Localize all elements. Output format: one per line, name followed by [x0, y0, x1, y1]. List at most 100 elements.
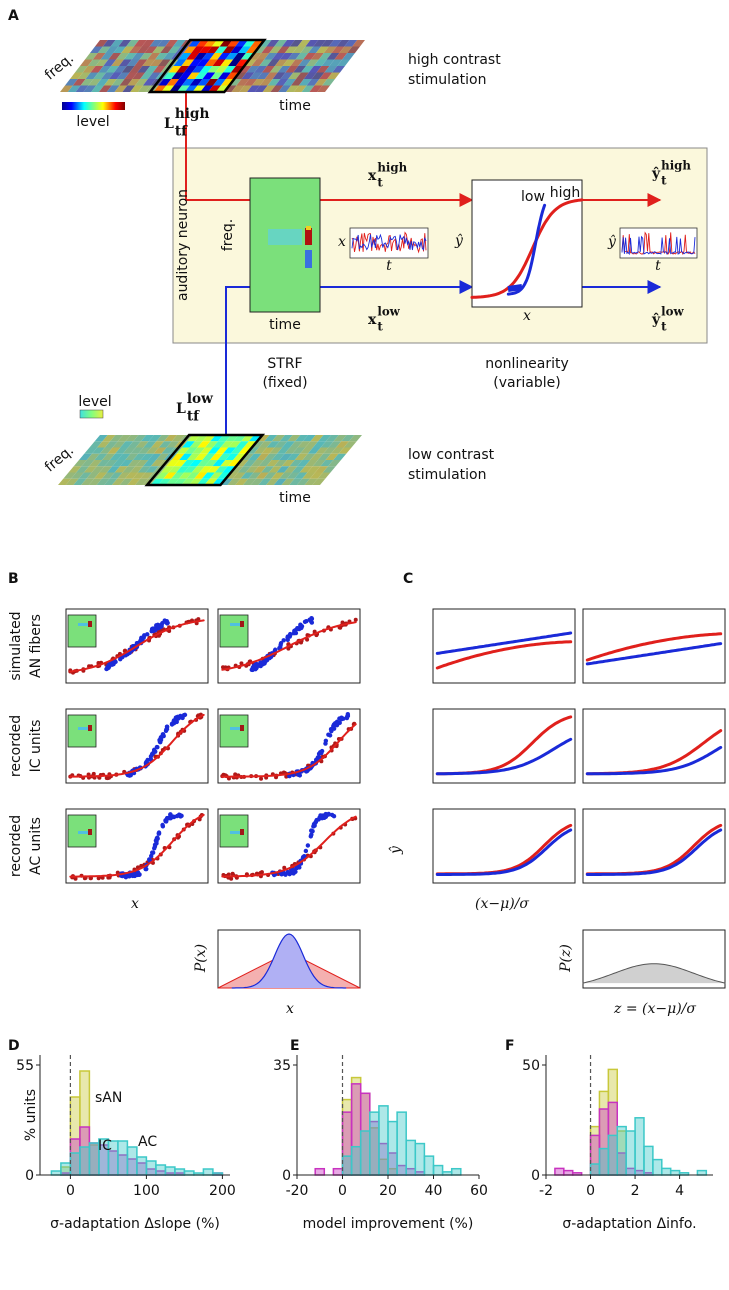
- math-base: L: [176, 401, 186, 417]
- dot: [135, 870, 141, 875]
- hist-bar: [314, 1167, 326, 1176]
- stimulus-cell: [225, 453, 239, 460]
- stimulus-cell: [220, 441, 234, 448]
- stimulus-cell: [121, 46, 134, 53]
- hist-bar: [50, 1170, 62, 1176]
- stimulus-cell: [176, 85, 190, 92]
- stimulus-cell: [243, 40, 256, 47]
- hist-bar: [405, 1139, 417, 1176]
- stimulus-cell: [184, 85, 198, 92]
- stimulus-cell: [94, 453, 108, 460]
- stimulus-cell: [218, 72, 231, 79]
- dot: [305, 843, 311, 848]
- stimulus-cell: [126, 40, 139, 47]
- stimulus-cell: [349, 435, 362, 442]
- stimulus-cell: [275, 79, 289, 86]
- stimulus-cell: [168, 466, 182, 473]
- stimulus-cell: [252, 79, 265, 86]
- stimulus-cell: [286, 85, 299, 92]
- label: high contrast: [408, 52, 501, 68]
- dot: [317, 750, 323, 755]
- label: C: [403, 571, 413, 587]
- dot: [145, 632, 150, 637]
- strf-blob: [306, 226, 311, 230]
- stimulus-cell: [269, 46, 283, 53]
- stimulus-cell: [282, 40, 295, 47]
- hist-bar: [414, 1142, 426, 1176]
- stimulus-cell: [134, 59, 148, 66]
- stimulus-cell: [201, 53, 215, 60]
- stimulus-cell: [313, 59, 327, 66]
- hist-bar: [625, 1130, 636, 1176]
- stimulus-cell: [264, 53, 278, 60]
- stimulus-cell: [332, 66, 345, 73]
- math-base: ŷ: [651, 311, 661, 328]
- hist-bar: [145, 1160, 157, 1176]
- stimulus-cell: [111, 478, 125, 485]
- stimulus-cell: [82, 66, 96, 73]
- stimulus-cell: [157, 40, 171, 47]
- stimulus-cell: [83, 85, 97, 92]
- stimulus-cell: [201, 472, 215, 479]
- stimulus-cell: [241, 435, 255, 442]
- stimulus-cell: [117, 435, 131, 442]
- stimulus-cell: [299, 466, 313, 473]
- stimulus-cell: [111, 79, 125, 86]
- stimulus-cell: [256, 53, 270, 60]
- dot: [272, 647, 278, 652]
- dot: [285, 635, 290, 640]
- stimulus-cell: [259, 441, 272, 448]
- stimulus-cell: [288, 72, 302, 79]
- stimulus-cell: [215, 85, 229, 92]
- dot: [154, 744, 160, 750]
- stimulus-cell: [307, 466, 321, 473]
- stimulus-cell: [256, 453, 270, 460]
- stimulus-cell: [287, 53, 301, 60]
- stimulus-cell: [253, 447, 267, 454]
- stimulus-cell: [274, 40, 288, 47]
- stimulus-cell: [300, 447, 313, 454]
- dot: [149, 853, 154, 859]
- stimulus-cell: [238, 46, 251, 53]
- x-tick-label: 0: [338, 1183, 347, 1199]
- stimulus-cell: [300, 46, 314, 53]
- stimulus-cell: [296, 478, 310, 485]
- panel-label: E: [290, 1038, 300, 1054]
- stimulus-cell: [176, 466, 190, 473]
- stimulus-cell: [96, 478, 110, 485]
- stimulus-cell: [225, 435, 239, 442]
- stimulus-cell: [202, 453, 216, 460]
- stimulus-cell: [316, 66, 330, 73]
- stimulus-cell: [339, 46, 353, 53]
- stimulus-cell: [86, 453, 100, 460]
- strf-blob: [305, 250, 312, 268]
- hist-bar: [634, 1117, 645, 1176]
- stimulus-cell: [326, 53, 340, 60]
- stimulus-cell: [181, 441, 195, 448]
- nonlin-box: [471, 179, 583, 308]
- stimulus-cell: [72, 79, 86, 86]
- stimulus-cell: [75, 85, 89, 92]
- stimulus-cell: [123, 53, 137, 60]
- stimulus-cell: [75, 66, 88, 73]
- stimulus-cell: [333, 435, 347, 442]
- curve: [585, 828, 723, 876]
- hist-bar: [117, 1140, 129, 1176]
- stimulus-cell: [100, 53, 114, 60]
- stimulus-cell: [179, 72, 192, 79]
- stimulus-cell: [167, 46, 181, 53]
- stimulus-cell: [172, 40, 186, 47]
- stimulus-cell: [293, 85, 307, 92]
- stimulus-cell: [266, 40, 280, 47]
- stimulus-cell: [208, 85, 221, 92]
- stimulus-cell: [104, 478, 118, 485]
- dot: [323, 741, 328, 746]
- math-sup: low: [377, 304, 400, 318]
- stimulus-cell: [184, 447, 198, 454]
- stimulus-cell: [258, 460, 272, 467]
- dot: [254, 665, 259, 671]
- stimulus-cell: [321, 40, 334, 47]
- stimulus-cell: [73, 460, 87, 467]
- stimulus-cell: [162, 53, 176, 60]
- stimulus-cell: [325, 435, 339, 442]
